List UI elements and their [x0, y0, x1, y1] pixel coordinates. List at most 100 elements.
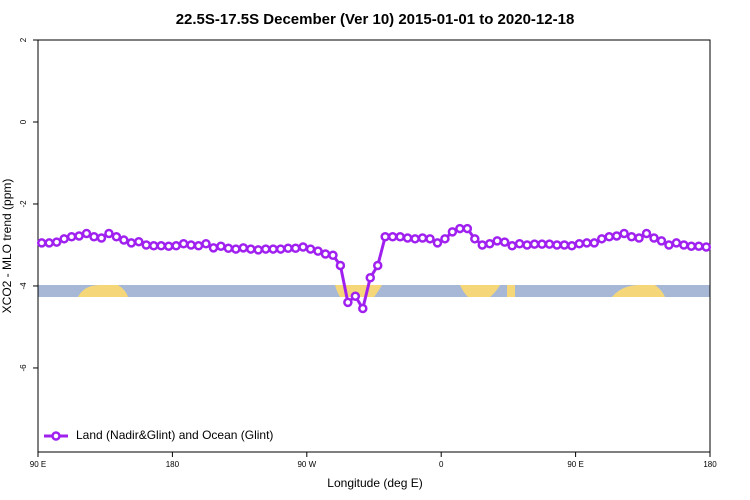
point: [544, 239, 555, 249]
point: [440, 234, 450, 244]
point: [387, 232, 398, 242]
point: [694, 241, 704, 251]
point: [499, 237, 510, 247]
point: [589, 238, 600, 248]
point: [253, 245, 264, 255]
point: [66, 232, 77, 242]
point: [425, 234, 435, 244]
point: [298, 242, 308, 252]
point: [216, 241, 226, 251]
point: [260, 244, 271, 254]
y-tick-label: -4: [19, 282, 28, 290]
point: [283, 243, 293, 254]
point: [119, 235, 129, 245]
land-ocean-strip: [38, 285, 710, 297]
point: [507, 241, 517, 251]
y-tick-label: -6: [19, 364, 28, 372]
point: [619, 228, 629, 239]
point: [432, 238, 443, 248]
point: [552, 240, 562, 250]
point: [380, 232, 390, 242]
point: [626, 232, 637, 242]
point: [186, 240, 196, 250]
point: [596, 234, 607, 244]
point: [290, 243, 301, 254]
x-tick-label: 90 W: [297, 460, 316, 469]
point: [44, 238, 54, 248]
x-tick-label: 90 E: [30, 460, 46, 469]
point: [656, 236, 667, 246]
point: [193, 241, 204, 251]
point: [223, 243, 234, 254]
legend-label: Land (Nadir&Glint) and Ocean (Glint): [76, 428, 273, 442]
x-tick-label: 180: [703, 460, 717, 469]
point: [529, 239, 540, 249]
point: [582, 238, 592, 248]
point: [268, 244, 278, 254]
chart-title: 22.5S-17.5S December (Ver 10) 2015-01-01…: [176, 11, 575, 28]
point: [36, 238, 47, 248]
point: [148, 241, 159, 251]
point: [275, 244, 286, 254]
point: [574, 238, 585, 249]
point: [89, 232, 99, 242]
point: [81, 228, 92, 239]
point: [51, 237, 62, 247]
point: [484, 238, 495, 249]
point: [163, 241, 174, 251]
point: [365, 273, 376, 283]
x-tick-label: 0: [439, 460, 444, 469]
y-tick-label: 0: [19, 119, 28, 124]
point: [447, 227, 458, 237]
point: [537, 239, 547, 249]
point: [604, 232, 614, 242]
point: [134, 236, 144, 247]
point: [126, 238, 137, 248]
point: [664, 240, 674, 250]
point: [455, 223, 465, 234]
point: [417, 233, 428, 243]
point: [567, 241, 577, 251]
point: [96, 233, 107, 243]
point: [111, 232, 122, 242]
x-axis-label: Longitude (deg E): [327, 476, 422, 490]
point: [462, 223, 473, 234]
x-tick-label: 90 E: [567, 460, 583, 469]
point: [559, 240, 570, 250]
point: [201, 238, 211, 249]
point: [59, 234, 69, 244]
point: [611, 231, 622, 241]
point: [238, 243, 249, 253]
point: [358, 303, 368, 314]
point: [156, 241, 166, 251]
point: [335, 260, 346, 271]
point: [231, 244, 241, 254]
point: [410, 234, 420, 244]
point: [514, 238, 525, 249]
point: [343, 297, 353, 308]
legend-marker: [51, 431, 61, 441]
y-axis-label: XCO2 - MLO trend (ppm): [0, 179, 14, 314]
point: [178, 238, 189, 249]
point: [104, 228, 114, 239]
y-tick-label: 2: [19, 37, 28, 42]
y-tick-label: -2: [19, 200, 28, 208]
point: [141, 240, 152, 250]
point: [522, 240, 532, 250]
point: [305, 244, 316, 254]
point: [246, 244, 256, 254]
point: [402, 233, 413, 243]
point: [313, 246, 323, 256]
point: [171, 241, 181, 251]
point: [372, 260, 383, 271]
point: [649, 233, 659, 243]
point: [470, 234, 480, 244]
point: [634, 233, 644, 243]
point: [686, 241, 697, 251]
x-tick-label: 180: [166, 460, 180, 469]
point: [641, 228, 652, 239]
point: [492, 236, 502, 246]
point: [477, 240, 488, 250]
point: [208, 243, 219, 253]
